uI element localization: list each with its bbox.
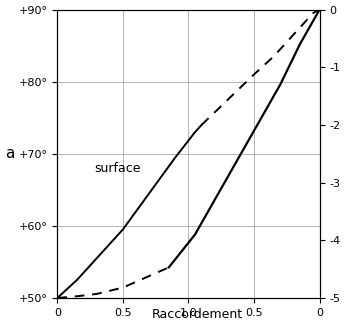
Y-axis label: a: a [6,146,15,161]
Text: surface: surface [94,162,140,175]
Text: Raccordement: Raccordement [152,308,243,321]
